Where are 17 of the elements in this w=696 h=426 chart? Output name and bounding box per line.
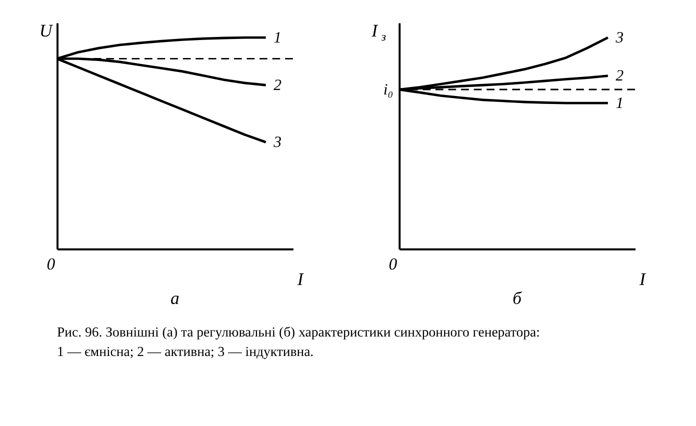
text: 0 [388,254,398,274]
text: 0 [46,254,56,274]
series-label: 3 [614,29,624,46]
text: Рис. 96. Зовнішні (а) та регулювальні (б) характеристики синхронного генератора: [57,324,540,340]
y-axis-title: U [39,20,54,41]
ref-line-label: i₀ [383,81,394,98]
series-label: 3 [272,134,282,152]
x-axis-title: I [296,268,304,289]
series-label: 2 [616,68,624,85]
text: 1 — ємнісна; 2 — активна; 3 — індуктивна. [57,344,314,360]
text: б [512,288,523,308]
y-axis-title: Iз [370,20,386,44]
x-axis-title: I [638,268,646,289]
text: а [170,288,180,308]
series-label: 1 [616,94,624,112]
series-label: 1 [274,29,282,46]
series-label: 2 [274,77,282,94]
